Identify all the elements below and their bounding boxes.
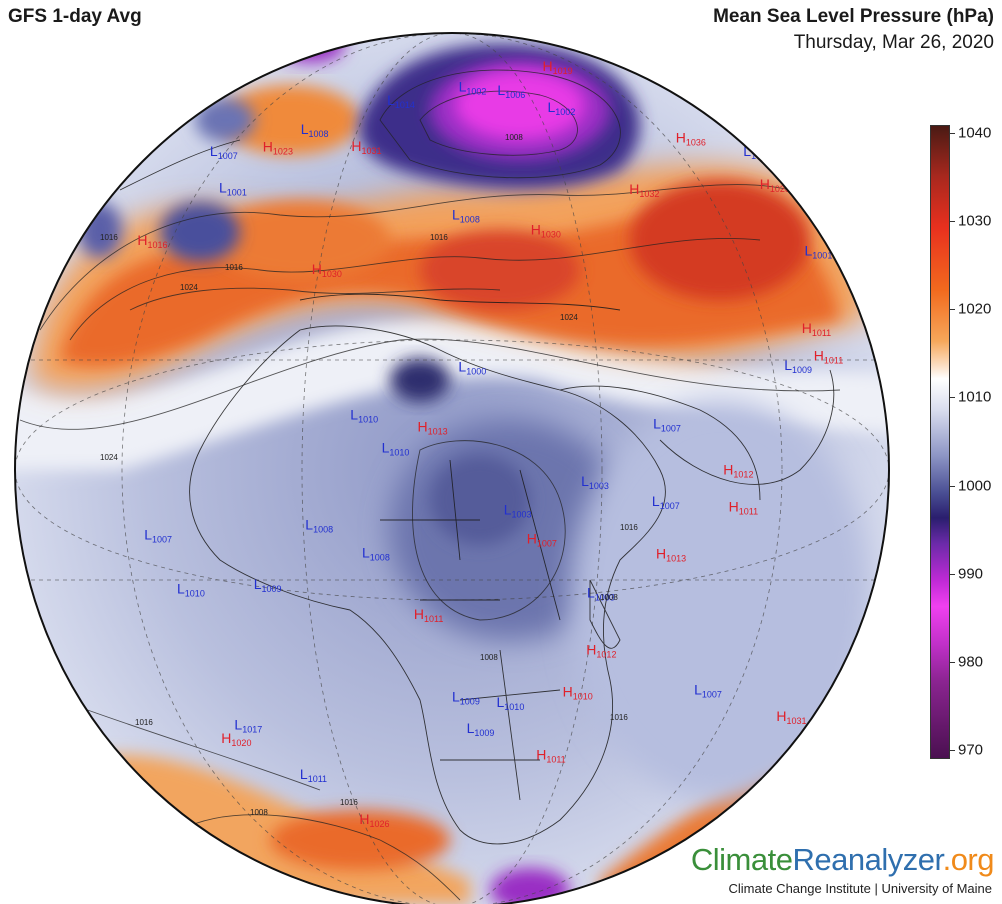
high-pressure-label: H1016 — [137, 232, 167, 250]
isobar-value-label: 1008 — [250, 808, 268, 817]
low-pressure-label: L1010 — [497, 694, 525, 712]
brand-part-reanalyzer: Reanalyzer — [792, 842, 943, 877]
low-pressure-label: L1014 — [387, 92, 415, 110]
pressure-colorbar — [930, 125, 950, 759]
low-pressure-label: L1001 — [805, 243, 833, 261]
colorbar-tick-label: 980 — [958, 653, 984, 671]
high-pressure-label: H1036 — [676, 129, 706, 147]
low-pressure-label: L1008 — [452, 206, 480, 224]
coastlines — [119, 139, 835, 845]
low-pressure-label: L1009 — [784, 357, 812, 375]
brand-part-climate: Climate — [690, 842, 793, 877]
colorbar-tick-label: 1000 — [958, 477, 992, 495]
high-pressure-label: H1020 — [221, 730, 251, 748]
low-pressure-label: L1007 — [210, 143, 238, 161]
high-pressure-label: H1031 — [351, 138, 381, 156]
low-pressure-label: L1009 — [254, 576, 282, 594]
high-pressure-label: H1030 — [312, 261, 342, 279]
colorbar-tick-label: 1010 — [958, 388, 992, 406]
high-pressure-label: H1011 — [729, 498, 758, 516]
low-pressure-label: L1006 — [497, 82, 525, 100]
low-pressure-label: L1003 — [581, 473, 609, 491]
isobar-value-label: 1008 — [600, 593, 618, 602]
low-pressure-label: L1010 — [382, 440, 410, 458]
isobar-value-label: 1008 — [480, 653, 498, 662]
isobar-value-label: 1016 — [610, 713, 628, 722]
low-pressure-label: L1009 — [452, 689, 480, 707]
high-pressure-label: H1031 — [776, 708, 806, 726]
high-pressure-label: H1011 — [814, 348, 843, 366]
low-pressure-label: L1007 — [694, 682, 722, 700]
low-pressure-label: L1008 — [305, 517, 333, 535]
colorbar-tick-label: 1030 — [958, 212, 992, 230]
colorbar-tick-mark — [950, 133, 955, 134]
low-pressure-label: L1002 — [459, 78, 487, 96]
high-pressure-label: H1007 — [527, 531, 557, 549]
isobar-value-label: 1016 — [135, 718, 153, 727]
colorbar-tick-mark — [950, 397, 955, 399]
low-pressure-label: L1011 — [300, 766, 327, 784]
low-pressure-label: L1010 — [177, 580, 205, 598]
high-pressure-label: H1019 — [543, 58, 573, 76]
high-pressure-label: H1012 — [586, 641, 616, 659]
high-pressure-label: H1030 — [531, 221, 561, 239]
colorbar-tick-label: 1040 — [958, 124, 992, 142]
colorbar-tick-mark — [950, 309, 955, 311]
colorbar-tick-mark — [950, 750, 955, 751]
high-pressure-label: H1026 — [359, 811, 389, 829]
isobar-value-label: 1024 — [100, 453, 118, 462]
low-pressure-label: L1008 — [301, 121, 329, 139]
globe-fields: L1007L1001L1000L1010L1010L1003L1003L1007… — [15, 33, 889, 904]
brand-part-org: .org — [942, 842, 995, 877]
low-pressure-label: L1001 — [219, 179, 247, 197]
low-pressure-label: L1007 — [653, 416, 681, 434]
isobar-value-label: 1016 — [100, 233, 118, 242]
colorbar-tick-mark — [950, 573, 955, 575]
high-pressure-label: H1011 — [802, 320, 831, 338]
low-pressure-label: L1007 — [144, 527, 172, 545]
colorbar-tick-mark — [950, 485, 955, 487]
high-pressure-label: H1010 — [563, 684, 593, 702]
isobar-value-label: 1016 — [620, 523, 638, 532]
low-pressure-label: L1002 — [548, 99, 576, 117]
low-pressure-label: L1003 — [504, 502, 532, 520]
low-pressure-label: L1010 — [350, 407, 378, 425]
globe-outline — [14, 32, 890, 904]
high-pressure-label: H1028 — [760, 176, 790, 194]
colorbar-tick-mark — [950, 221, 955, 223]
high-pressure-label: H1032 — [629, 181, 659, 199]
colorbar-tick-label: 1020 — [958, 300, 992, 318]
colorbar-tick-mark — [950, 661, 955, 663]
variable-title: Mean Sea Level Pressure (hPa) — [713, 6, 994, 27]
low-pressure-label: L1017 — [234, 717, 262, 735]
isobar-value-label: 1016 — [225, 263, 243, 272]
isobar-value-label: 1016 — [340, 798, 358, 807]
isobar-value-label: 1024 — [560, 313, 578, 322]
isobar-value-label: 1008 — [505, 133, 523, 142]
date-label: Thursday, Mar 26, 2020 — [793, 32, 994, 53]
isobar-value-label: 1016 — [430, 233, 448, 242]
brand-logo: ClimateReanalyzer.org — [690, 842, 995, 878]
low-pressure-label: L1009 — [467, 720, 495, 738]
high-pressure-label: H1012 — [723, 461, 753, 479]
low-pressure-label: L1003 — [587, 585, 615, 603]
high-pressure-label: H1011 — [414, 606, 443, 624]
high-pressure-label: H1011 — [536, 746, 565, 764]
model-title: GFS 1-day Avg — [8, 6, 142, 27]
low-pressure-label: L1008 — [362, 545, 390, 563]
low-pressure-label: L1000 — [458, 359, 486, 377]
low-pressure-label: L1007 — [652, 493, 680, 511]
high-pressure-label: H1013 — [656, 545, 686, 563]
isobar-value-label: 1024 — [180, 283, 198, 292]
high-pressure-label: H1023 — [263, 139, 293, 157]
colorbar-tick-label: 990 — [958, 565, 984, 583]
colorbar-tick-label: 970 — [958, 741, 984, 759]
high-pressure-label: H1013 — [418, 418, 448, 436]
brand-subtitle: Climate Change Institute | University of… — [728, 881, 993, 896]
